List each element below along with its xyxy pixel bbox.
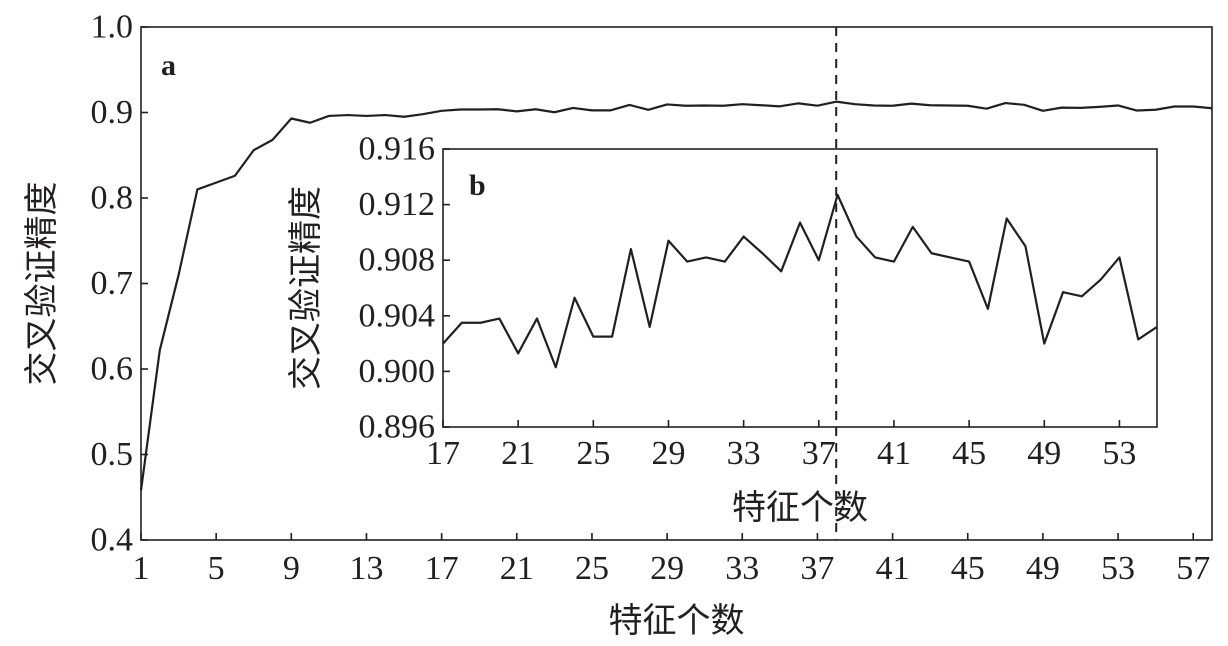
x-tick-label: 53 bbox=[1101, 550, 1135, 587]
x-tick-label: 45 bbox=[952, 435, 986, 472]
x-tick-label: 13 bbox=[349, 550, 383, 587]
x-tick-label: 53 bbox=[1102, 435, 1136, 472]
x-axis-title: 特征个数 bbox=[609, 601, 745, 641]
y-tick-label: 0.908 bbox=[359, 242, 436, 279]
y-tick-label: 0.9 bbox=[91, 94, 134, 131]
x-tick-label: 29 bbox=[651, 435, 685, 472]
x-tick-label: 57 bbox=[1176, 550, 1210, 587]
x-tick-label: 21 bbox=[501, 435, 535, 472]
x-tick-label: 5 bbox=[208, 550, 225, 587]
x-tick-label: 45 bbox=[951, 550, 985, 587]
y-axis-title: 交叉验证精度 bbox=[286, 186, 326, 390]
panel-label: b bbox=[469, 169, 486, 202]
x-tick-label: 49 bbox=[1026, 550, 1060, 587]
y-tick-label: 0.916 bbox=[359, 131, 436, 168]
series-line bbox=[442, 193, 1158, 369]
x-tick-label: 17 bbox=[425, 550, 459, 587]
x-tick-label: 33 bbox=[725, 550, 759, 587]
main-chart: 0.4 0.5 0.6 0.7 0.8 0.9 1.0 1 5 9 13 17 21 25 29 33 37 41… bbox=[22, 9, 1213, 641]
x-tick-label: 9 bbox=[283, 550, 300, 587]
x-tick-label: 49 bbox=[1027, 435, 1061, 472]
x-tick-label: 41 bbox=[877, 435, 911, 472]
y-tick-label: 0.904 bbox=[359, 297, 436, 334]
x-tick-label: 37 bbox=[800, 550, 834, 587]
y-tick-label: 0.7 bbox=[91, 265, 134, 302]
x-tick-label: 17 bbox=[426, 435, 460, 472]
y-tick-label: 1.0 bbox=[91, 9, 134, 46]
x-tick-label: 29 bbox=[650, 550, 684, 587]
y-axis-title: 交叉验证精度 bbox=[22, 182, 62, 386]
x-tick-label: 41 bbox=[876, 550, 910, 587]
x-axis-title: 特征个数 bbox=[732, 488, 868, 528]
x-tick-label: 1 bbox=[133, 550, 150, 587]
x-tick-label: 37 bbox=[802, 435, 836, 472]
x-tick-label: 25 bbox=[575, 550, 609, 587]
x-tick-label: 21 bbox=[500, 550, 534, 587]
y-tick-label: 0.896 bbox=[359, 409, 436, 446]
y-tick-label: 0.912 bbox=[359, 186, 436, 223]
y-tick-label: 0.8 bbox=[91, 180, 134, 217]
y-tick-label: 0.5 bbox=[91, 436, 134, 473]
panel-label: a bbox=[161, 49, 176, 82]
plot-frame bbox=[442, 148, 1158, 428]
x-tick-label: 33 bbox=[727, 435, 761, 472]
x-tick-label: 25 bbox=[576, 435, 610, 472]
inset-background bbox=[443, 149, 1157, 427]
y-tick-label: 0.900 bbox=[359, 353, 436, 390]
y-tick-label: 0.6 bbox=[91, 351, 134, 388]
inset-chart: 0.896 0.900 0.904 0.908 0.912 0.916 17 21 25 29 33… bbox=[286, 131, 1158, 528]
series-line bbox=[139, 100, 1213, 491]
y-tick-label: 0.4 bbox=[91, 522, 134, 559]
